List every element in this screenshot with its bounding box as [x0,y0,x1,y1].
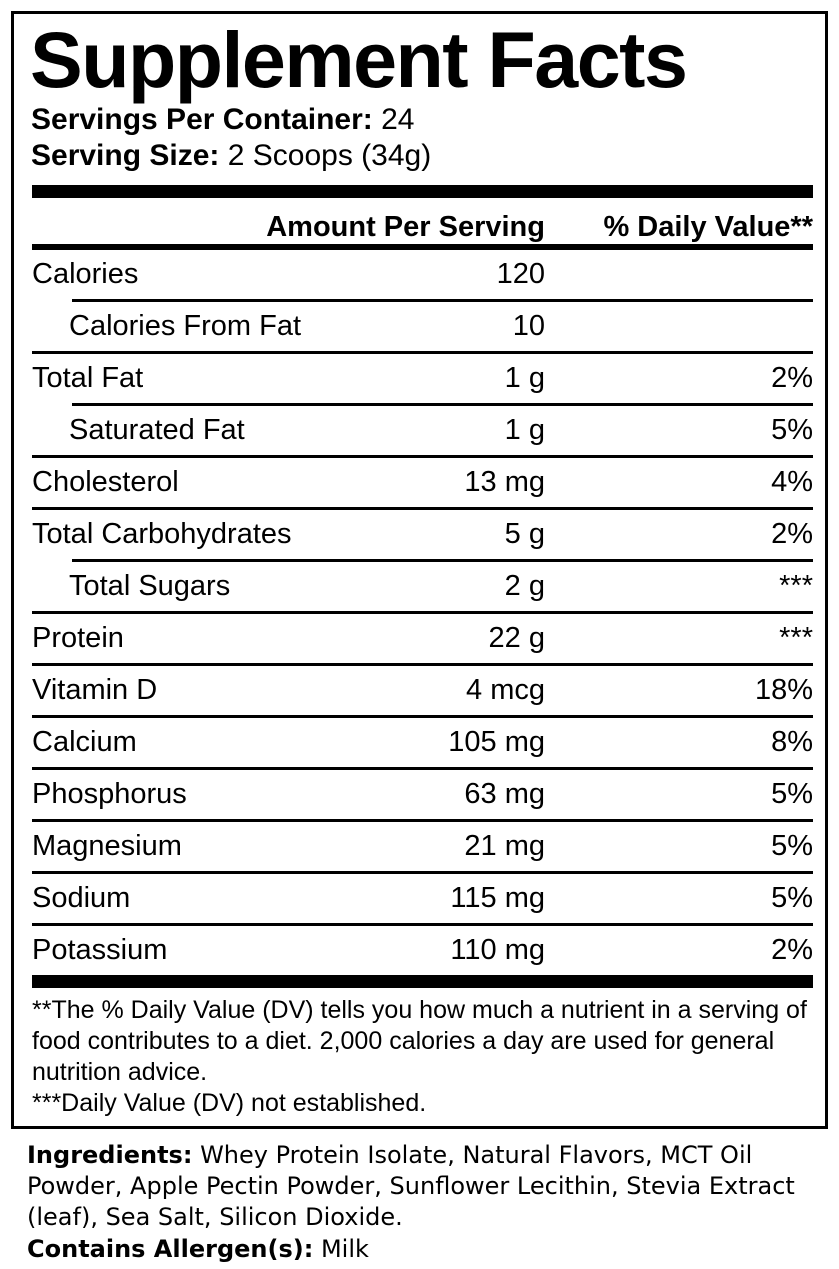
footnote-not-established: ***Daily Value (DV) not established. [32,1089,427,1117]
nutrient-amount: 63 mg [464,778,545,810]
nutrient-name: Total Fat [32,362,144,394]
serving-size: Serving Size: 2 Scoops (34g) [31,138,813,174]
row-divider [32,923,813,926]
nutrient-name: Calories From Fat [69,310,302,342]
row-divider [32,819,813,822]
nutrient-amount: 1 g [504,414,545,446]
nutrient-daily-value: 5% [771,778,813,810]
nutrient-name: Phosphorus [32,778,187,810]
nutrient-daily-value: 5% [771,414,813,446]
servings-per-container-label: Servings Per Container: [31,103,373,136]
nutrient-name: Vitamin D [32,674,158,706]
table-row: Calories 120 [32,250,813,299]
nutrient-daily-value: 2% [771,362,813,394]
nutrient-daily-value: 18% [754,674,813,706]
ingredients-section: Ingredients: Whey Protein Isolate, Natur… [27,1140,817,1265]
nutrient-name: Total Sugars [69,570,231,602]
servings-per-container-value: 24 [381,103,415,136]
nutrient-amount: 10 [512,310,545,342]
row-divider [32,455,813,458]
table-row: Calories From Fat 10 [32,302,813,351]
table-column-headers: Amount Per Serving % Daily Value** [32,198,813,244]
nutrient-name: Protein [32,622,124,654]
row-divider [32,663,813,666]
table-row: Sodium 115 mg 5% [32,874,813,923]
nutrient-amount: 110 mg [450,934,545,966]
nutrient-amount: 2 g [504,570,545,602]
row-divider [72,299,813,302]
ingredients-line: Ingredients: Whey Protein Isolate, Natur… [27,1140,817,1233]
page-title: Supplement Facts [30,15,688,104]
nutrient-name: Cholesterol [32,466,179,498]
ingredients-list: Whey Protein Isolate, Natural Flavors, M… [27,1141,795,1231]
nutrient-amount: 4 mcg [466,674,545,706]
table-row: Protein 22 g *** [32,614,813,663]
nutrient-amount: 115 mg [450,882,545,914]
nutrient-daily-value: *** [779,622,813,654]
row-divider [32,767,813,770]
footnotes: **The % Daily Value (DV) tells you how m… [32,988,813,1119]
serving-size-label: Serving Size: [31,139,220,172]
row-divider [32,611,813,614]
nutrient-name: Calories [32,258,139,290]
nutrient-name: Calcium [32,726,137,758]
row-divider [32,507,813,510]
table-row: Magnesium 21 mg 5% [32,822,813,871]
allergen-value: Milk [320,1235,369,1263]
serving-size-value: 2 Scoops (34g) [227,139,432,172]
nutrient-amount: 1 g [504,362,545,394]
table-row: Total Carbohydrates 5 g 2% [32,510,813,559]
nutrient-daily-value: 4% [771,466,813,498]
nutrient-daily-value: 5% [771,882,813,914]
table-row: Vitamin D 4 mcg 18% [32,666,813,715]
table-row: Total Fat 1 g 2% [32,354,813,403]
column-header-amount-per-serving: Amount Per Serving [266,211,545,243]
nutrient-name: Potassium [32,934,168,966]
row-divider [32,871,813,874]
column-header-percent-daily-value: % Daily Value** [603,211,813,243]
nutrient-amount: 5 g [504,518,545,550]
supplement-facts-content: Supplement Facts Servings Per Container:… [30,14,813,1119]
row-divider [32,351,813,354]
nutrient-name: Saturated Fat [69,414,245,446]
footer-divider-thick [32,975,813,988]
nutrient-amount: 13 mg [464,466,545,498]
header-divider-thick-top [32,185,813,198]
header-divider-medium [32,244,813,250]
servings-per-container: Servings Per Container: 24 [31,102,813,138]
table-row: Cholesterol 13 mg 4% [32,458,813,507]
allergen-line: Contains Allergen(s): Milk [27,1234,817,1265]
ingredients-label: Ingredients: [27,1141,193,1169]
nutrient-daily-value: 2% [771,934,813,966]
nutrient-name: Total Carbohydrates [32,518,292,550]
supplement-facts-panel: Supplement Facts Servings Per Container:… [11,11,828,1129]
nutrient-daily-value: 2% [771,518,813,550]
nutrient-rows: Calories 120 Calories From Fat 10 Total Fat 1… [32,250,813,975]
nutrient-amount: 22 g [488,622,545,654]
table-row: Calcium 105 mg 8% [32,718,813,767]
table-row: Phosphorus 63 mg 5% [32,770,813,819]
row-divider [72,559,813,562]
nutrient-amount: 105 mg [448,726,545,758]
table-row: Saturated Fat 1 g 5% [32,406,813,455]
nutrient-amount: 120 [496,258,545,290]
row-divider [32,715,813,718]
nutrient-name: Sodium [32,882,131,914]
nutrient-daily-value: 8% [771,726,813,758]
footnote-daily-value: **The % Daily Value (DV) tells you how m… [32,996,807,1086]
row-divider [72,403,813,406]
nutrient-daily-value: *** [779,570,813,602]
allergen-label: Contains Allergen(s): [27,1235,314,1263]
table-row: Total Sugars 2 g *** [32,562,813,611]
nutrient-amount: 21 mg [464,830,545,862]
table-row: Potassium 110 mg 2% [32,926,813,975]
nutrient-daily-value: 5% [771,830,813,862]
nutrient-name: Magnesium [32,830,182,862]
